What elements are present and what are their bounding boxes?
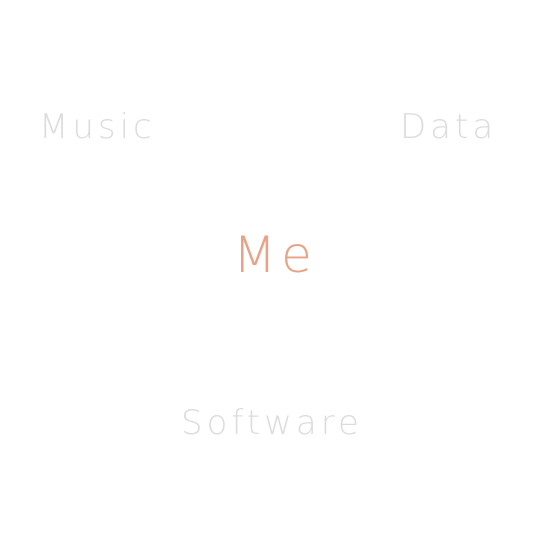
me-link[interactable]: Me [233, 226, 317, 284]
software-link[interactable]: Software [181, 403, 363, 443]
music-link[interactable]: Music [39, 107, 156, 147]
data-link[interactable]: Data [400, 107, 498, 147]
